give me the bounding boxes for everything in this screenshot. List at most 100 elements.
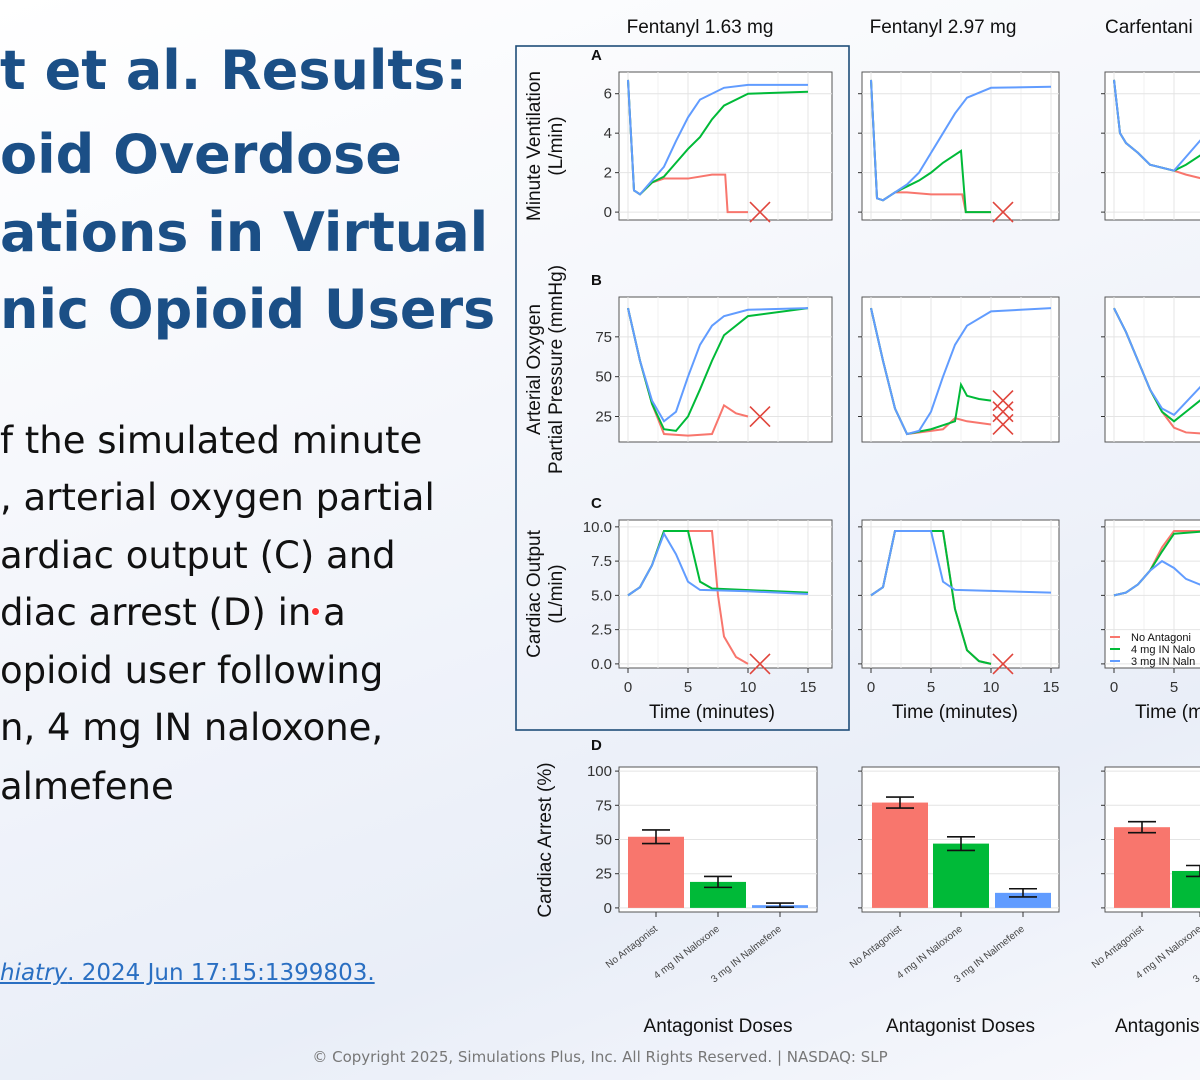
legend-entry: 3 mg IN Naln	[1131, 656, 1195, 668]
cardiac-arrest-x-mark	[749, 653, 771, 675]
y-tick-label: 6	[604, 86, 612, 103]
panel-background	[618, 296, 833, 443]
y-tick-label: 50	[595, 832, 612, 849]
bar	[933, 843, 989, 908]
y-tick-label: 100	[587, 763, 612, 780]
series-line-blue	[1113, 79, 1200, 172]
citation-journal: hiatry	[0, 960, 68, 986]
title-line: ations in Virtual	[0, 201, 489, 264]
cardiac-arrest-x-mark	[992, 201, 1014, 223]
title-line: t et al. Results:	[0, 39, 467, 102]
series-line-blue	[870, 529, 1052, 597]
legend-entry: 4 mg IN Nalo	[1131, 644, 1195, 656]
laser-pointer-icon	[311, 607, 320, 616]
error-bar	[642, 829, 670, 845]
title-line: nic Opioid Users	[0, 278, 496, 341]
x-tick-label: 15	[1043, 679, 1060, 696]
error-bar	[947, 835, 975, 852]
panel-letter: A	[591, 47, 602, 64]
x-axis-label: Time (minutes)	[892, 702, 1018, 723]
cardiac-arrest-x-mark	[749, 201, 771, 223]
y-tick-label: 25	[595, 866, 612, 883]
plot-panel	[858, 71, 1060, 223]
body-line: f the simulated minute	[0, 419, 423, 462]
cardiac-arrest-x-mark	[992, 390, 1014, 412]
panel-letter: C	[591, 495, 602, 512]
panel-letter: D	[591, 737, 602, 754]
y-tick-label: 75	[595, 329, 612, 346]
plot-panel: 0 2 4 6	[604, 71, 833, 223]
series-line-blue	[627, 531, 809, 597]
plot-panel	[1101, 296, 1200, 443]
legend-entry: No Antagoni	[1131, 632, 1191, 644]
x-tick-label: 0	[1110, 679, 1118, 696]
y-tick-label: 10.0	[583, 519, 612, 536]
body-line: , arterial oxygen partial	[0, 476, 435, 519]
plot-panel: 0 5 10 15 Time (minutes)	[858, 519, 1060, 723]
x-tick-label: 10	[983, 679, 1000, 696]
error-bar	[766, 902, 794, 909]
y-tick-label: 0	[604, 204, 612, 221]
body-line: opioid user following	[0, 649, 384, 692]
y-tick-label: 5.0	[591, 587, 612, 604]
x-tick-label: 4 mg IN Naloxone	[895, 923, 965, 981]
plot-panel: 25 50 75	[595, 296, 833, 443]
highlight-box	[515, 45, 850, 731]
y-axis-label: Cardiac Arrest (%)	[535, 762, 556, 917]
x-axis-label: Antagonist Doses	[886, 1016, 1035, 1037]
series-line-blue	[870, 79, 1052, 202]
y-axis-label: (L/min)	[546, 564, 567, 623]
body-line: diac arrest (D) in a	[0, 591, 346, 634]
y-tick-label: 50	[595, 369, 612, 386]
y-axis-label: (L/min)	[546, 116, 567, 175]
citation-link[interactable]: hiatry. 2024 Jun 17:15:1399803.	[0, 960, 375, 986]
y-axis-label: Cardiac Output	[524, 529, 545, 658]
panel-letter: B	[591, 272, 602, 289]
body-line: ardiac output (C) and	[0, 534, 396, 577]
series-line-blue	[627, 79, 808, 196]
x-tick-label: 5	[927, 679, 935, 696]
plot-panel: 0 5 Time (minutes)	[1101, 519, 1200, 723]
y-tick-label: 0	[604, 900, 612, 917]
x-tick-label: 4 mg IN Naloxone	[652, 923, 722, 981]
error-bar	[1186, 864, 1200, 878]
x-tick-label: No Antagonist	[848, 924, 904, 971]
cardiac-arrest-x-mark	[992, 653, 1014, 675]
title-line: oid Overdose	[0, 123, 402, 186]
panel-background	[618, 71, 833, 221]
body-line: n, 4 mg IN naloxone,	[0, 706, 384, 749]
y-tick-label: 75	[595, 797, 612, 814]
body-line: almefene	[0, 765, 174, 808]
error-bar	[704, 875, 732, 889]
bar	[628, 836, 684, 908]
x-axis-label: Time (minutes)	[649, 702, 775, 723]
column-header: Fentanyl 2.97 mg	[870, 17, 1017, 38]
series-line-blue	[870, 307, 1052, 436]
plot-panel	[1101, 71, 1200, 221]
column-header: Fentanyl 1.63 mg	[627, 17, 774, 38]
x-axis-label: Antagonist Doses	[644, 1016, 793, 1037]
bar	[872, 802, 928, 908]
y-axis-label: Arterial Oxygen	[524, 304, 545, 435]
x-tick-label: 0	[867, 679, 875, 696]
series-line-blue	[627, 307, 809, 423]
citation-details: . 2024 Jun 17:15:1399803.	[67, 960, 375, 986]
plot-panel: 0.0 2.5 5.0 7.5 10.0 0 5 10 15 Time (minutes)	[583, 519, 833, 723]
copyright-footer: © Copyright 2025, Simulations Plus, Inc.…	[312, 1048, 888, 1066]
y-tick-label: 0.0	[591, 656, 612, 673]
series-line-blue	[1113, 559, 1200, 597]
x-tick-label: 5	[684, 679, 692, 696]
y-tick-label: 25	[595, 409, 612, 426]
error-bar	[1009, 887, 1037, 898]
x-tick-label: No Antagonist	[1090, 924, 1146, 971]
cardiac-arrest-x-mark	[749, 405, 771, 428]
x-tick-label: 5	[1170, 679, 1178, 696]
y-axis-label: Minute Ventilation	[524, 71, 545, 221]
panel-background	[1104, 71, 1200, 221]
y-axis-label: Partial Pressure (mmHg)	[546, 265, 567, 474]
y-tick-label: 7.5	[591, 553, 612, 570]
y-tick-label: 2	[604, 165, 612, 182]
